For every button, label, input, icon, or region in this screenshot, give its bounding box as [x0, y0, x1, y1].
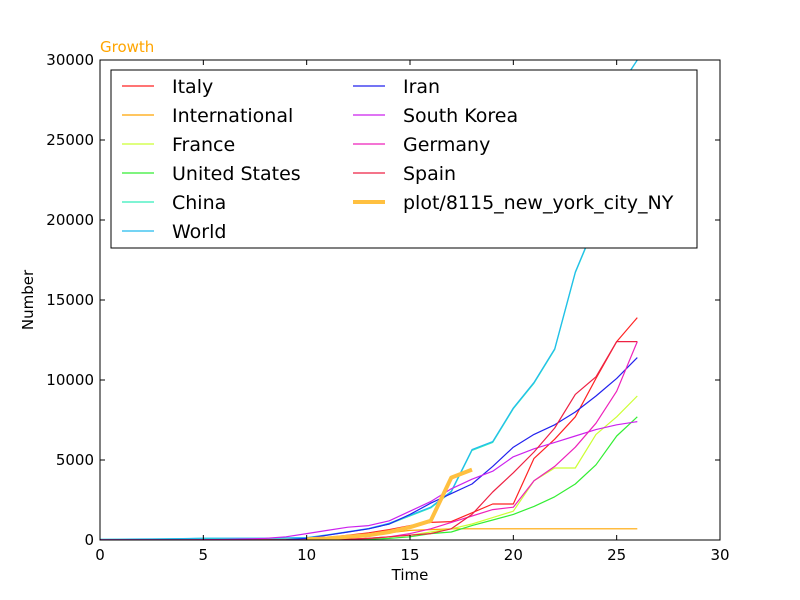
legend-label: Iran — [403, 76, 440, 98]
legend-label: France — [172, 134, 235, 156]
y-tick-label: 0 — [84, 531, 94, 549]
y-axis-label: Number — [19, 269, 37, 330]
legend: Italy International France United States Chi… — [110, 69, 698, 249]
x-tick-label: 10 — [297, 546, 316, 564]
legend-label: plot/8115_new_york_city_NY — [403, 192, 674, 214]
y-tick-label: 15000 — [46, 291, 94, 309]
series-line-iran — [100, 357, 638, 540]
chart-title: Growth — [100, 38, 154, 56]
x-tick-label: 0 — [95, 546, 105, 564]
legend-label: China — [172, 192, 226, 214]
x-tick-label: 20 — [504, 546, 523, 564]
legend-label: South Korea — [403, 105, 518, 127]
legend-box — [110, 69, 698, 249]
x-axis-label: Time — [391, 566, 429, 584]
legend-label: United States — [172, 163, 301, 185]
series-layer — [100, 60, 638, 540]
legend-label: International — [172, 105, 293, 127]
series-line-plot-8115-new-york-city-ny — [306, 467, 473, 540]
legend-label: Spain — [403, 163, 456, 185]
legend-label: World — [172, 221, 226, 243]
y-tick-label: 5000 — [56, 451, 94, 469]
x-tick-label: 25 — [607, 546, 626, 564]
y-tick-label: 25000 — [46, 131, 94, 149]
x-tick-label: 15 — [400, 546, 419, 564]
y-tick-label: 10000 — [46, 371, 94, 389]
legend-label: Germany — [403, 134, 490, 156]
y-tick-label: 20000 — [46, 211, 94, 229]
series-line-spain — [100, 341, 638, 540]
legend-label: Italy — [172, 76, 213, 98]
series-line-united-states — [100, 416, 638, 540]
series-line-italy — [100, 317, 638, 540]
ticks-layer: 0 5 10 15 20 25 30 0 5000 10000 15000 20000 25000 300… — [46, 51, 729, 564]
y-tick-label: 30000 — [46, 51, 94, 69]
x-tick-label: 30 — [710, 546, 729, 564]
x-tick-label: 5 — [199, 546, 209, 564]
